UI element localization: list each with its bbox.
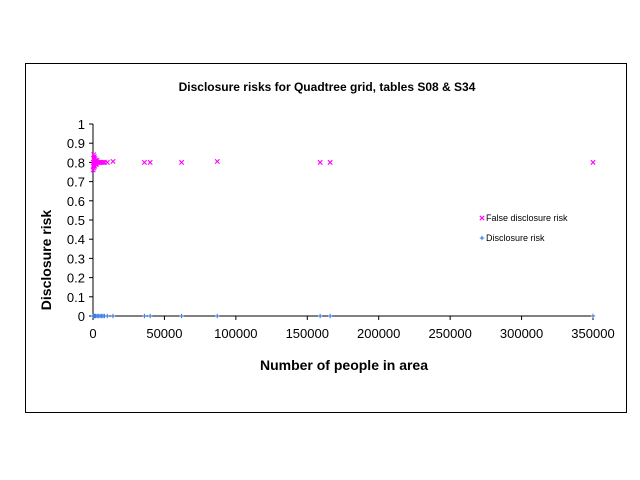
disclosure-point [110, 313, 116, 319]
x-tick-label: 100000 [214, 326, 257, 341]
x-tick-label: 0 [89, 326, 96, 341]
y-tick-label: 0.2 [67, 271, 85, 286]
x-tick-label: 350000 [571, 326, 614, 341]
disclosure-point [142, 313, 147, 319]
y-tick-label: 0.6 [67, 194, 85, 209]
x-tick-label: 50000 [146, 326, 182, 341]
x-tick-label: 250000 [428, 326, 471, 341]
disclosure-point [105, 313, 110, 319]
false-disclosure-point [317, 159, 323, 165]
series-1 [90, 313, 596, 319]
y-tick-label: 0.7 [67, 175, 85, 190]
false-disclosure-point [100, 159, 106, 165]
y-tick-label: 0.3 [67, 251, 85, 266]
false-disclosure-point [110, 158, 116, 165]
false-disclosure-point [214, 158, 220, 165]
data-marks [90, 152, 596, 319]
y-tick-label: 0.5 [67, 213, 85, 228]
disclosure-point [179, 313, 184, 319]
legend-label: False disclosure risk [486, 213, 568, 223]
chart-area: Disclosure risks for Quadtree grid, tabl… [25, 63, 627, 413]
y-axis-title: Disclosure risk [38, 210, 54, 311]
y-tick-label: 0.4 [67, 232, 85, 247]
false-disclosure-point [147, 159, 153, 165]
legend-label: Disclosure risk [486, 233, 545, 243]
false-disclosure-point [178, 159, 185, 165]
disclosure-point [590, 313, 596, 319]
legend-marker [479, 235, 485, 241]
disclosure-point [215, 313, 220, 319]
x-tick-label: 300000 [500, 326, 543, 341]
scatter-chart: Disclosure risks for Quadtree grid, tabl… [38, 80, 615, 373]
false-disclosure-point [141, 159, 148, 165]
false-disclosure-point [327, 159, 333, 165]
series-0 [90, 152, 596, 173]
chart-title: Disclosure risks for Quadtree grid, tabl… [179, 80, 476, 94]
disclosure-point [327, 313, 333, 319]
legend: False disclosure risk Disclosure risk [479, 213, 568, 243]
y-tick-label: 0.8 [67, 155, 85, 170]
x-axis-title: Number of people in area [260, 357, 428, 373]
disclosure-point [147, 313, 153, 319]
disclosure-point [317, 313, 323, 319]
x-tick-label: 200000 [357, 326, 400, 341]
y-tick-label: 1 [78, 117, 85, 132]
ticks: 0 0.1 0.2 0.3 0.4 0.5 0.6 0.7 0.8 0.9 1 0 50000 10000… [67, 117, 615, 341]
y-tick-label: 0.9 [67, 136, 85, 151]
false-disclosure-point [590, 159, 596, 165]
legend-marker [479, 215, 485, 221]
x-tick-label: 150000 [286, 326, 329, 341]
y-tick-label: 0 [78, 309, 85, 324]
y-tick-label: 0.1 [67, 290, 85, 305]
false-disclosure-point [104, 159, 110, 165]
